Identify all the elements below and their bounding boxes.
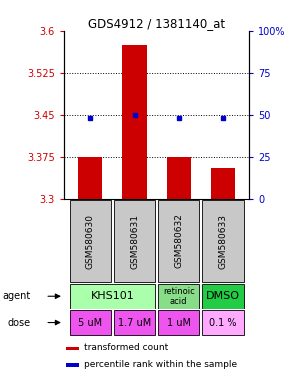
FancyBboxPatch shape — [70, 200, 111, 282]
Bar — [78, 157, 102, 199]
Text: agent: agent — [2, 291, 30, 301]
FancyBboxPatch shape — [70, 284, 155, 309]
FancyBboxPatch shape — [158, 284, 200, 309]
Text: 0.1 %: 0.1 % — [209, 318, 237, 328]
Text: 5 uM: 5 uM — [78, 318, 102, 328]
Bar — [166, 157, 191, 199]
Bar — [211, 168, 235, 199]
Text: 1 uM: 1 uM — [167, 318, 191, 328]
Text: DMSO: DMSO — [206, 291, 240, 301]
FancyBboxPatch shape — [202, 200, 244, 282]
FancyBboxPatch shape — [114, 200, 155, 282]
Text: GSM580632: GSM580632 — [174, 214, 183, 268]
FancyBboxPatch shape — [114, 310, 155, 335]
Bar — [66, 363, 79, 367]
Text: dose: dose — [7, 318, 30, 328]
Text: GSM580631: GSM580631 — [130, 214, 139, 268]
FancyBboxPatch shape — [202, 310, 244, 335]
Title: GDS4912 / 1381140_at: GDS4912 / 1381140_at — [88, 17, 225, 30]
Text: 1.7 uM: 1.7 uM — [118, 318, 151, 328]
Bar — [122, 45, 147, 199]
FancyBboxPatch shape — [70, 310, 111, 335]
FancyBboxPatch shape — [202, 284, 244, 309]
Text: KHS101: KHS101 — [90, 291, 134, 301]
Text: GSM580633: GSM580633 — [218, 214, 227, 268]
Text: percentile rank within the sample: percentile rank within the sample — [84, 360, 237, 369]
Text: transformed count: transformed count — [84, 343, 168, 353]
Bar — [66, 346, 79, 350]
FancyBboxPatch shape — [158, 310, 200, 335]
Text: retinoic
acid: retinoic acid — [163, 286, 195, 306]
FancyBboxPatch shape — [158, 200, 200, 282]
Text: GSM580630: GSM580630 — [86, 214, 95, 268]
